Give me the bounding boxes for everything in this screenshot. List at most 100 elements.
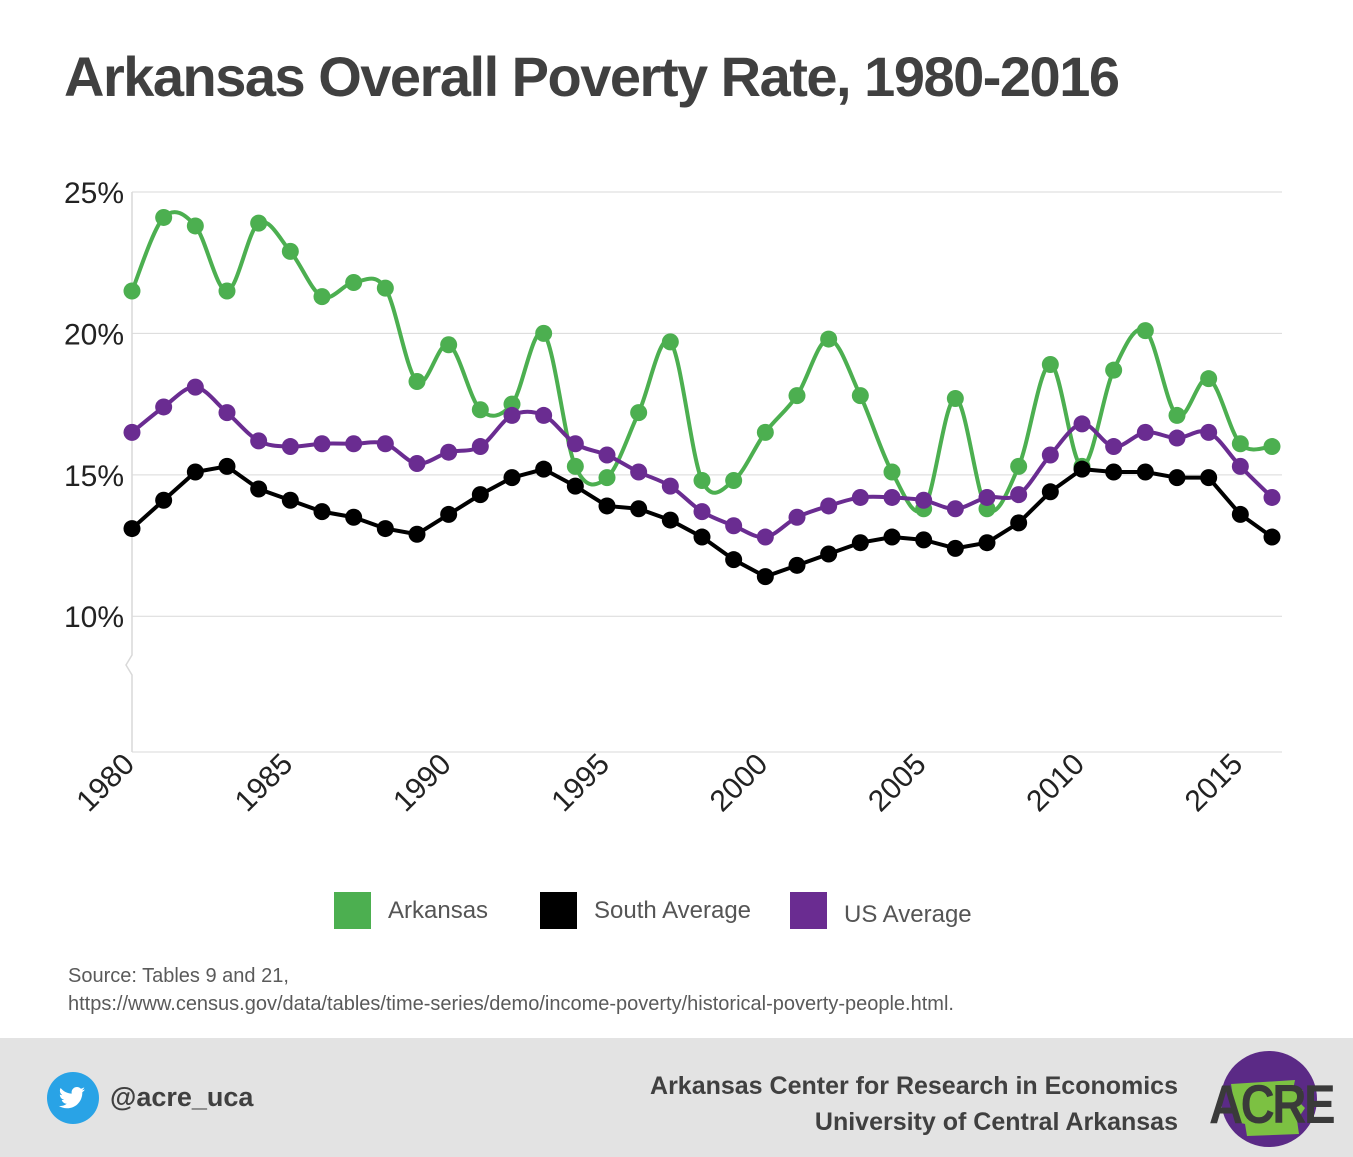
data-point-south-average	[1263, 528, 1281, 546]
data-point-arkansas	[186, 217, 204, 235]
data-point-arkansas	[661, 333, 679, 351]
data-point-arkansas	[535, 324, 553, 342]
data-point-arkansas	[250, 214, 268, 232]
legend-swatch-arkansas	[334, 892, 371, 929]
footer-bar: @acre_uca Arkansas Center for Research i…	[0, 1038, 1353, 1157]
x-tick-label: 2010	[1020, 748, 1091, 819]
data-point-us-average	[788, 508, 806, 526]
data-point-south-average	[281, 491, 299, 509]
data-point-south-average	[883, 528, 901, 546]
data-point-us-average	[1010, 486, 1028, 504]
data-point-us-average	[313, 435, 331, 453]
data-point-arkansas	[440, 336, 458, 354]
data-point-south-average	[1105, 463, 1123, 481]
data-point-us-average	[186, 378, 204, 396]
y-tick-label: 10%	[64, 601, 124, 634]
data-point-south-average	[1168, 469, 1186, 487]
org-line-1: Arkansas Center for Research in Economic…	[650, 1072, 1178, 1100]
data-point-us-average	[471, 438, 489, 456]
data-point-south-average	[1010, 514, 1028, 532]
data-point-arkansas	[630, 404, 648, 422]
data-point-us-average	[978, 488, 996, 506]
twitter-bird-icon[interactable]	[47, 1072, 99, 1124]
data-point-south-average	[661, 511, 679, 529]
gridlines	[132, 191, 1282, 617]
y-tick-labels: 25% 20% 15% 10%	[64, 177, 124, 634]
data-point-us-average	[915, 491, 933, 509]
data-point-arkansas	[820, 330, 838, 348]
data-point-us-average	[535, 406, 553, 424]
data-point-us-average	[693, 503, 711, 521]
data-point-south-average	[345, 508, 363, 526]
data-point-arkansas	[946, 389, 964, 407]
data-point-arkansas	[1231, 435, 1249, 453]
data-point-us-average	[630, 463, 648, 481]
data-point-south-average	[851, 534, 869, 552]
data-point-us-average	[566, 435, 584, 453]
x-tick-labels: 1980 1985 1990 1995 2000 2005 2010 2015	[70, 748, 1249, 819]
y-tick-label: 25%	[64, 177, 124, 210]
data-point-us-average	[1231, 457, 1249, 475]
data-point-arkansas	[566, 457, 584, 475]
source-line-1: Source: Tables 9 and 21,	[68, 965, 289, 987]
twitter-handle[interactable]: @acre_uca	[110, 1082, 254, 1112]
x-tick-label: 1980	[70, 748, 141, 819]
data-point-us-average	[1041, 446, 1059, 464]
data-point-south-average	[408, 525, 426, 543]
data-point-arkansas	[155, 208, 173, 226]
data-point-south-average	[1041, 483, 1059, 501]
org-line-2: University of Central Arkansas	[814, 1108, 1178, 1136]
source-url: https://www.census.gov/data/tables/time-…	[68, 993, 954, 1015]
legend-label-south-average: South Average	[594, 897, 752, 924]
data-point-arkansas	[218, 282, 236, 300]
data-point-south-average	[820, 545, 838, 563]
data-point-arkansas	[756, 423, 774, 441]
data-point-us-average	[851, 488, 869, 506]
data-point-us-average	[598, 446, 616, 464]
y-axis-break	[125, 192, 133, 752]
data-point-us-average	[503, 406, 521, 424]
data-point-arkansas	[851, 387, 869, 405]
data-point-south-average	[218, 457, 236, 475]
data-point-south-average	[376, 520, 394, 538]
axes	[125, 192, 1282, 753]
data-point-arkansas	[471, 401, 489, 419]
y-tick-label: 15%	[64, 460, 124, 493]
data-point-arkansas	[725, 471, 743, 489]
data-point-us-average	[883, 488, 901, 506]
data-point-us-average	[946, 500, 964, 518]
data-point-arkansas	[376, 279, 394, 297]
data-point-us-average	[1073, 415, 1091, 433]
data-point-arkansas	[313, 288, 331, 306]
data-point-south-average	[1200, 469, 1218, 487]
data-point-us-average	[155, 398, 173, 416]
data-point-us-average	[408, 455, 426, 473]
data-point-south-average	[756, 568, 774, 586]
data-point-south-average	[535, 460, 553, 478]
x-tick-label: 1990	[387, 748, 458, 819]
data-point-us-average	[376, 435, 394, 453]
data-point-arkansas	[281, 242, 299, 260]
data-point-us-average	[1105, 438, 1123, 456]
data-point-south-average	[566, 477, 584, 495]
data-point-us-average	[725, 517, 743, 535]
data-point-south-average	[503, 469, 521, 487]
data-point-south-average	[440, 505, 458, 523]
data-point-us-average	[820, 497, 838, 515]
data-point-us-average	[1168, 429, 1186, 447]
data-point-arkansas	[408, 372, 426, 390]
x-tick-label: 2005	[862, 748, 933, 819]
legend-label-us-average: US Average	[844, 901, 972, 928]
data-point-south-average	[313, 503, 331, 521]
data-point-us-average	[1263, 488, 1281, 506]
y-tick-label: 20%	[64, 318, 124, 351]
data-point-south-average	[598, 497, 616, 515]
data-point-south-average	[693, 528, 711, 546]
data-point-us-average	[756, 528, 774, 546]
data-point-south-average	[788, 556, 806, 574]
x-tick-label: 1995	[545, 748, 616, 819]
data-point-arkansas	[598, 469, 616, 487]
data-point-south-average	[186, 463, 204, 481]
data-point-arkansas	[1105, 361, 1123, 379]
legend-label-arkansas: Arkansas	[388, 897, 489, 924]
